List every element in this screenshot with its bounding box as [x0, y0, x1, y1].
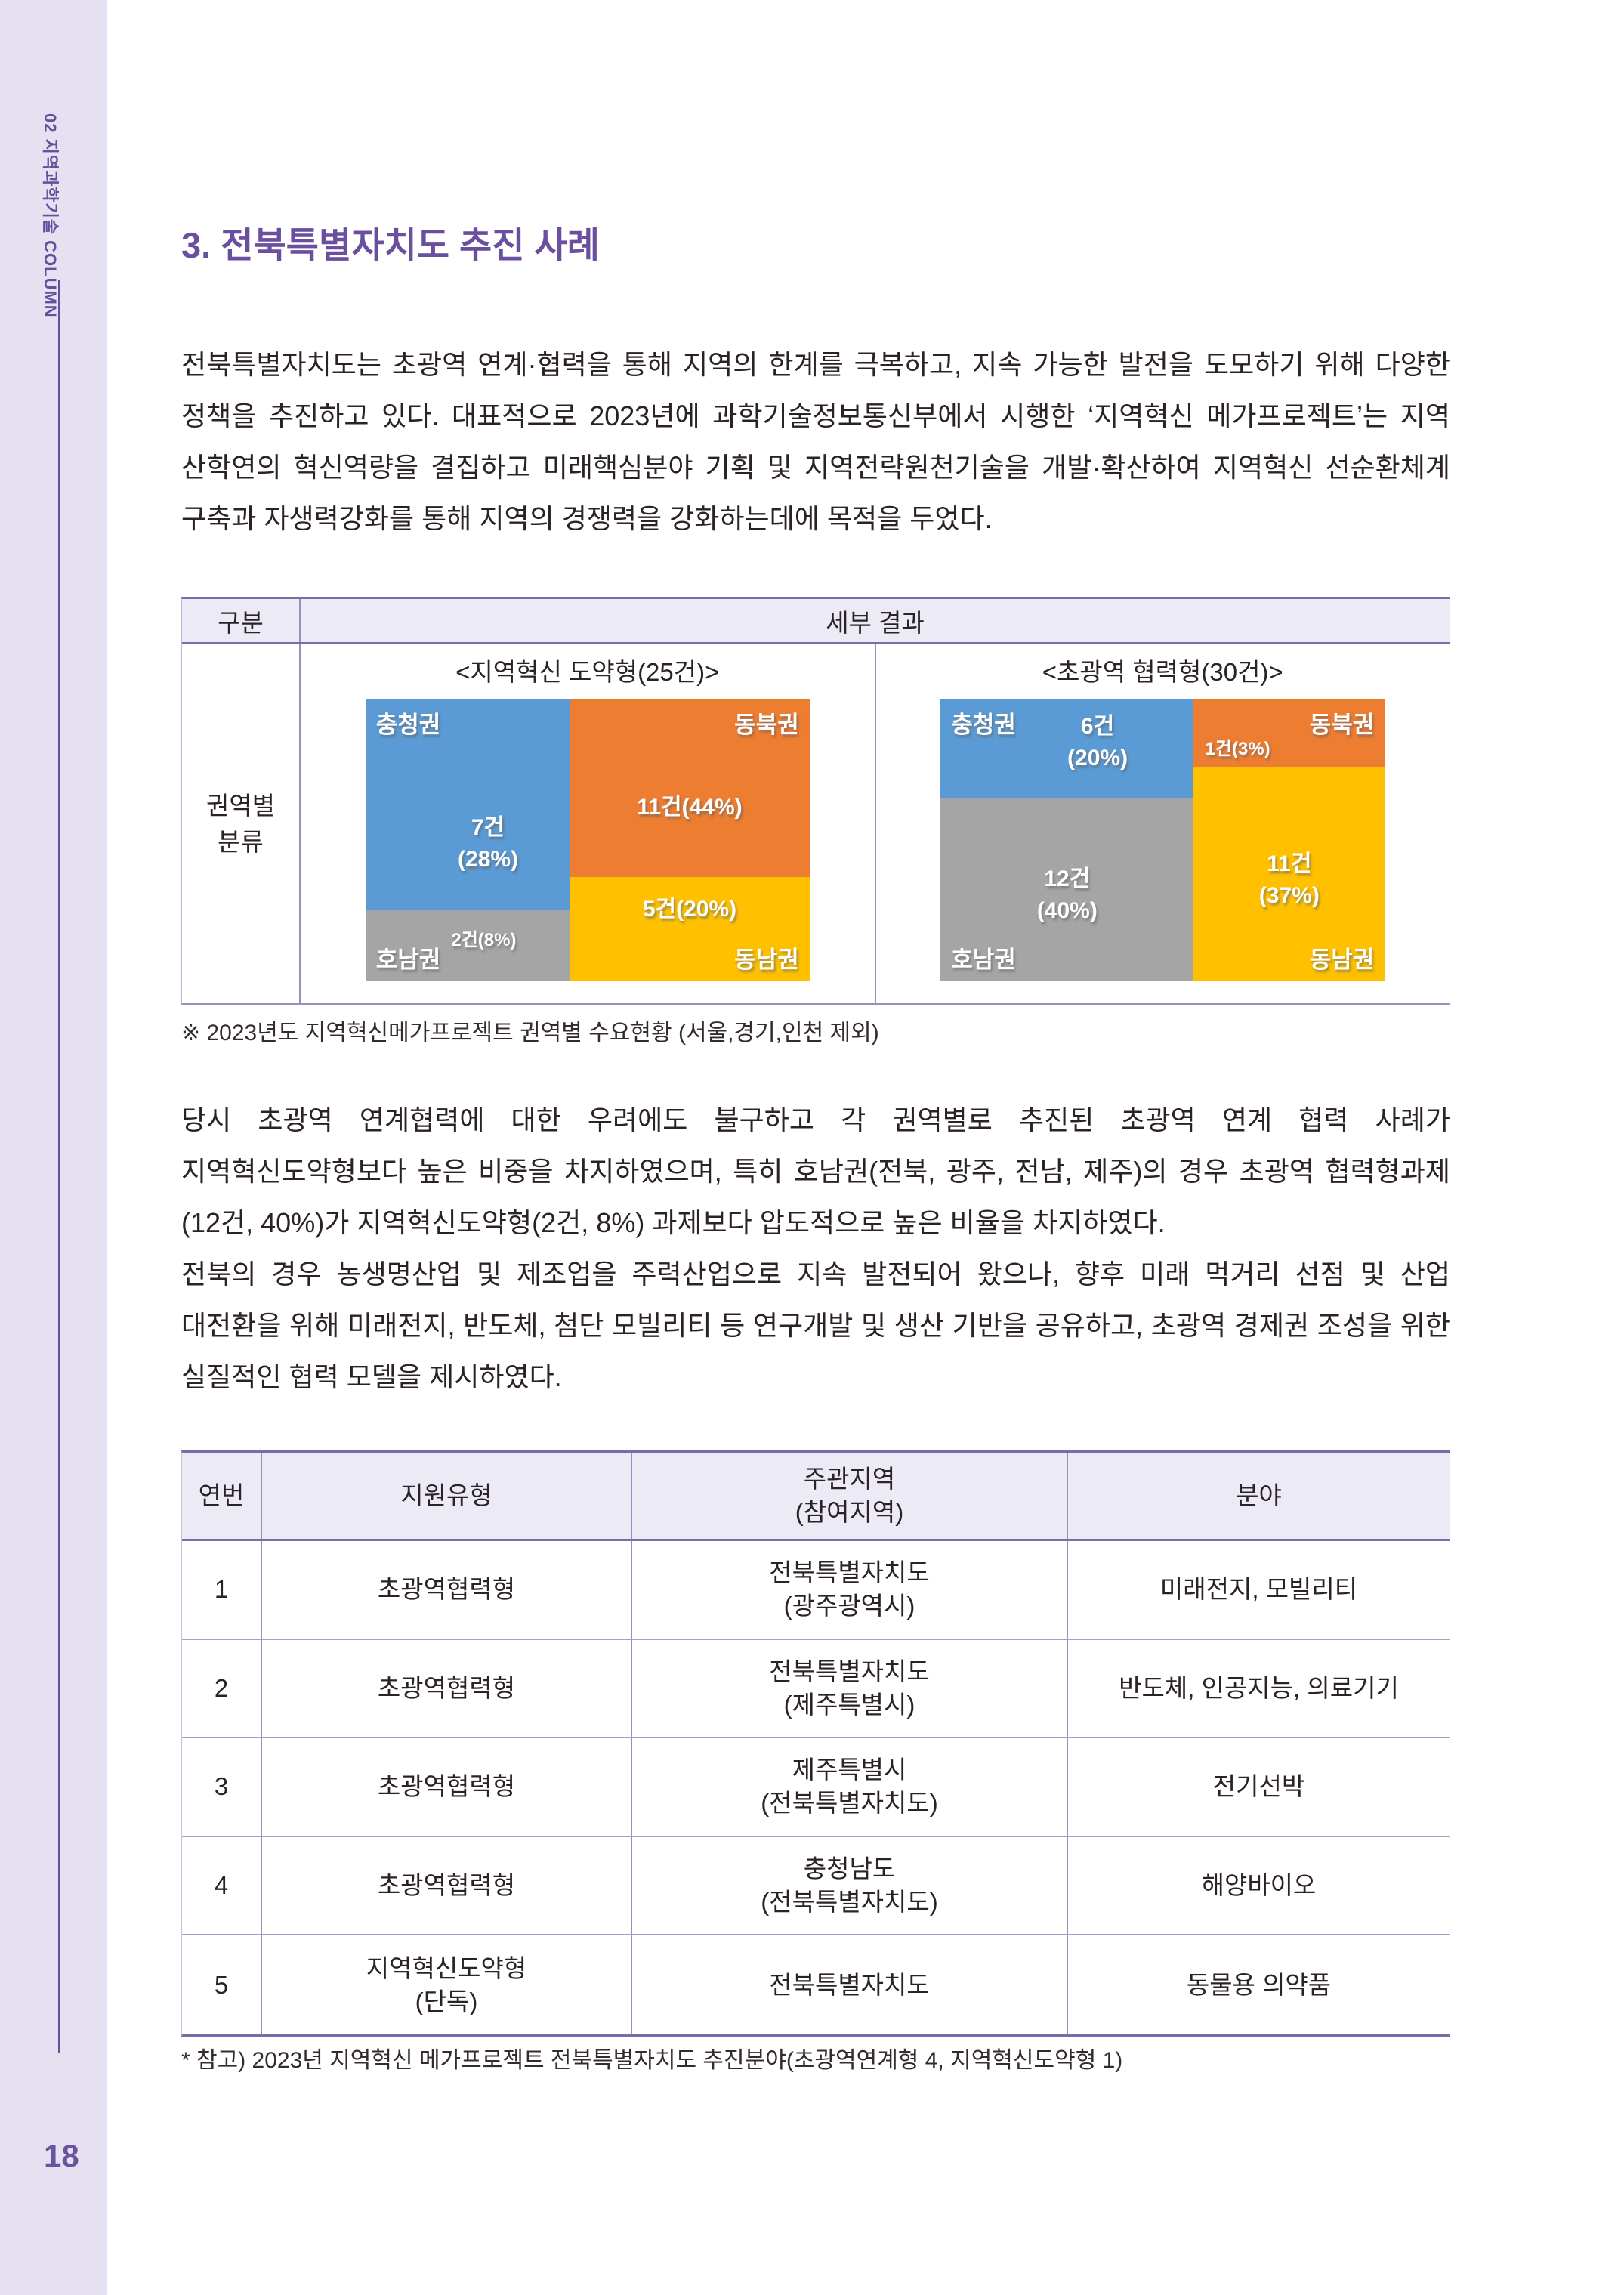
table-row: 5 지역혁신도약형 (단독) 전북특별자치도 동물용 의약품: [182, 1935, 1450, 2034]
treemap-regional-innovation: 충청권 7건 (28%) 동북권 11건(44%) 호남권 2건(8%) 동: [365, 699, 810, 981]
treemap-tile-honam: 호남권 2건(8%): [365, 909, 570, 981]
chart-right-subtitle: <초광역 협력형(30건)>: [1042, 658, 1283, 686]
region-name-label: 동북권: [1309, 712, 1375, 738]
table-cell-lead-region: 충청남도 (전북특별자치도): [632, 1836, 1068, 1935]
table-cell-lead-region: 전북특별자치도: [632, 1935, 1068, 2034]
result-table-footnote: ※ 2023년도 지역혁신메가프로젝트 권역별 수요현황 (서울,경기,인천 제…: [181, 1021, 879, 1046]
treemap-tile-dongbuk: 동북권 11건(44%): [570, 699, 810, 877]
treemap-super-regional: 충청권 6건 (20%) 동북권 1건(3%) 호남권 12건 (40%): [940, 699, 1385, 981]
region-value-label: 2건(8%): [451, 930, 517, 951]
table-cell-support-type: 초광역협력형: [262, 1639, 632, 1737]
region-value-label: 6건 (20%): [1067, 713, 1128, 771]
table-cell-support-type: 초광역협력형: [262, 1738, 632, 1836]
region-value-label: 7건 (28%): [458, 815, 519, 873]
table-cell-support-type: 초광역협력형: [262, 1836, 632, 1935]
project-table-header-row: 연번 지원유형 주관지역 (참여지역) 분야: [182, 1453, 1450, 1541]
header-cell-support-type: 지원유형: [262, 1453, 632, 1539]
table-cell-field: 동물용 의약품: [1186, 1970, 1332, 1999]
chart-left-subtitle: <지역혁신 도약형(25건)>: [455, 658, 720, 686]
intro-paragraph: 전북특별자치도는 초광역 연계·협력을 통해 지역의 한계를 극복하고, 지속 …: [181, 349, 1450, 534]
result-table-body-row: 권역별 분류 <지역혁신 도약형(25건)> 충청권 7건 (28%) 동북권 …: [182, 644, 1450, 1003]
region-value-label: 11건(44%): [637, 794, 743, 820]
chart-right-panel: <초광역 협력형(30건)> 충청권 6건 (20%) 동북권 1건(3%) 호…: [874, 644, 1450, 1003]
table-row: 4 초광역협력형 충청남도 (전북특별자치도) 해양바이오: [182, 1836, 1450, 1936]
table-cell-number: 2: [182, 1639, 262, 1737]
table-cell-field: 해양바이오: [1201, 1871, 1317, 1900]
region-name-label: 충청권: [375, 712, 441, 738]
table-cell-number: 5: [182, 1935, 262, 2034]
region-name-label: 호남권: [951, 946, 1016, 973]
region-value-label: 11건 (37%): [1258, 851, 1320, 908]
table-cell-number: 3: [182, 1738, 262, 1836]
table-row: 1 초광역협력형 전북특별자치도 (광주광역시) 미래전지, 모빌리티: [182, 1541, 1450, 1640]
table-row: 3 초광역협력형 제주특별시 (전북특별자치도) 전기선박: [182, 1738, 1450, 1837]
result-table-header-row: 구분 세부 결과: [182, 599, 1450, 644]
header-cell-detail-result: 세부 결과: [826, 608, 925, 637]
table-row: 2 초광역협력형 전북특별자치도 (제주특별시) 반도체, 인공지능, 의료기기: [182, 1639, 1450, 1739]
project-table: 연번 지원유형 주관지역 (참여지역) 분야 1 초광역협력형 전북특별자치도 …: [181, 1450, 1450, 2037]
sidebar: 02 지역과학기술 COLUMN 18: [0, 0, 107, 2295]
region-name-label: 충청권: [951, 712, 1016, 738]
chart-left-panel: <지역혁신 도약형(25건)> 충청권 7건 (28%) 동북권 11건(44%…: [301, 644, 875, 1003]
project-table-footnote: * 참고) 2023년 지역혁신 메가프로젝트 전북특별자치도 추진분야(초광역…: [181, 2048, 1123, 2073]
region-value-label: 1건(3%): [1205, 738, 1270, 759]
header-cell-number: 연번: [182, 1453, 262, 1539]
table-cell-number: 4: [182, 1836, 262, 1935]
header-cell-lead-region: 주관지역 (참여지역): [632, 1453, 1068, 1539]
section-title: 3. 전북특별자치도 추진 사례: [181, 225, 601, 265]
table-cell-lead-region: 제주특별시 (전북특별자치도): [632, 1738, 1068, 1836]
table-cell-support-type: 지역혁신도약형 (단독): [262, 1935, 632, 2034]
header-cell-field: 분야: [1236, 1481, 1282, 1509]
table-cell-lead-region: 전북특별자치도 (광주광역시): [632, 1541, 1068, 1639]
region-name-label: 동북권: [734, 712, 799, 738]
region-value-label: 5건(20%): [642, 896, 737, 922]
table-cell-support-type: 초광역협력형: [262, 1541, 632, 1639]
body-paragraph-1: 당시 초광역 연계협력에 대한 우려에도 불구하고 각 권역별로 추진된 초광역…: [181, 1104, 1450, 1238]
body-paragraph-2: 전북의 경우 농생명산업 및 제조업을 주력산업으로 지속 발전되어 왔으나, …: [181, 1259, 1450, 1392]
page-number: 18: [44, 2138, 79, 2173]
table-cell-number: 1: [182, 1541, 262, 1639]
table-cell-field: 미래전지, 모빌리티: [1159, 1575, 1358, 1604]
treemap-tile-chungcheong: 충청권 7건 (28%): [365, 699, 570, 910]
treemap-tile-dongbuk: 동북권 1건(3%): [1193, 699, 1385, 767]
treemap-tile-dongnam: 동남권 5건(20%): [570, 876, 810, 981]
treemap-tile-chungcheong: 충청권 6건 (20%): [940, 699, 1194, 798]
table-cell-lead-region: 전북특별자치도 (제주특별시): [632, 1639, 1068, 1737]
region-name-label: 동남권: [734, 946, 799, 973]
treemap-tile-dongnam: 동남권 11건 (37%): [1193, 766, 1385, 981]
table-cell-field: 반도체, 인공지능, 의료기기: [1119, 1673, 1399, 1702]
sidebar-divider-line: [58, 280, 60, 2053]
region-name-label: 동남권: [1309, 946, 1375, 973]
region-result-table: 구분 세부 결과 권역별 분류 <지역혁신 도약형(25건)> 충청권 7건 (…: [181, 597, 1450, 1005]
region-name-label: 호남권: [375, 946, 441, 973]
treemap-tile-honam: 호남권 12건 (40%): [940, 797, 1194, 981]
region-value-label: 12건 (40%): [1036, 866, 1098, 924]
header-cell-category: 구분: [182, 599, 301, 642]
table-cell-field: 전기선박: [1212, 1772, 1305, 1801]
region-category-cell: 권역별 분류: [182, 644, 301, 1003]
